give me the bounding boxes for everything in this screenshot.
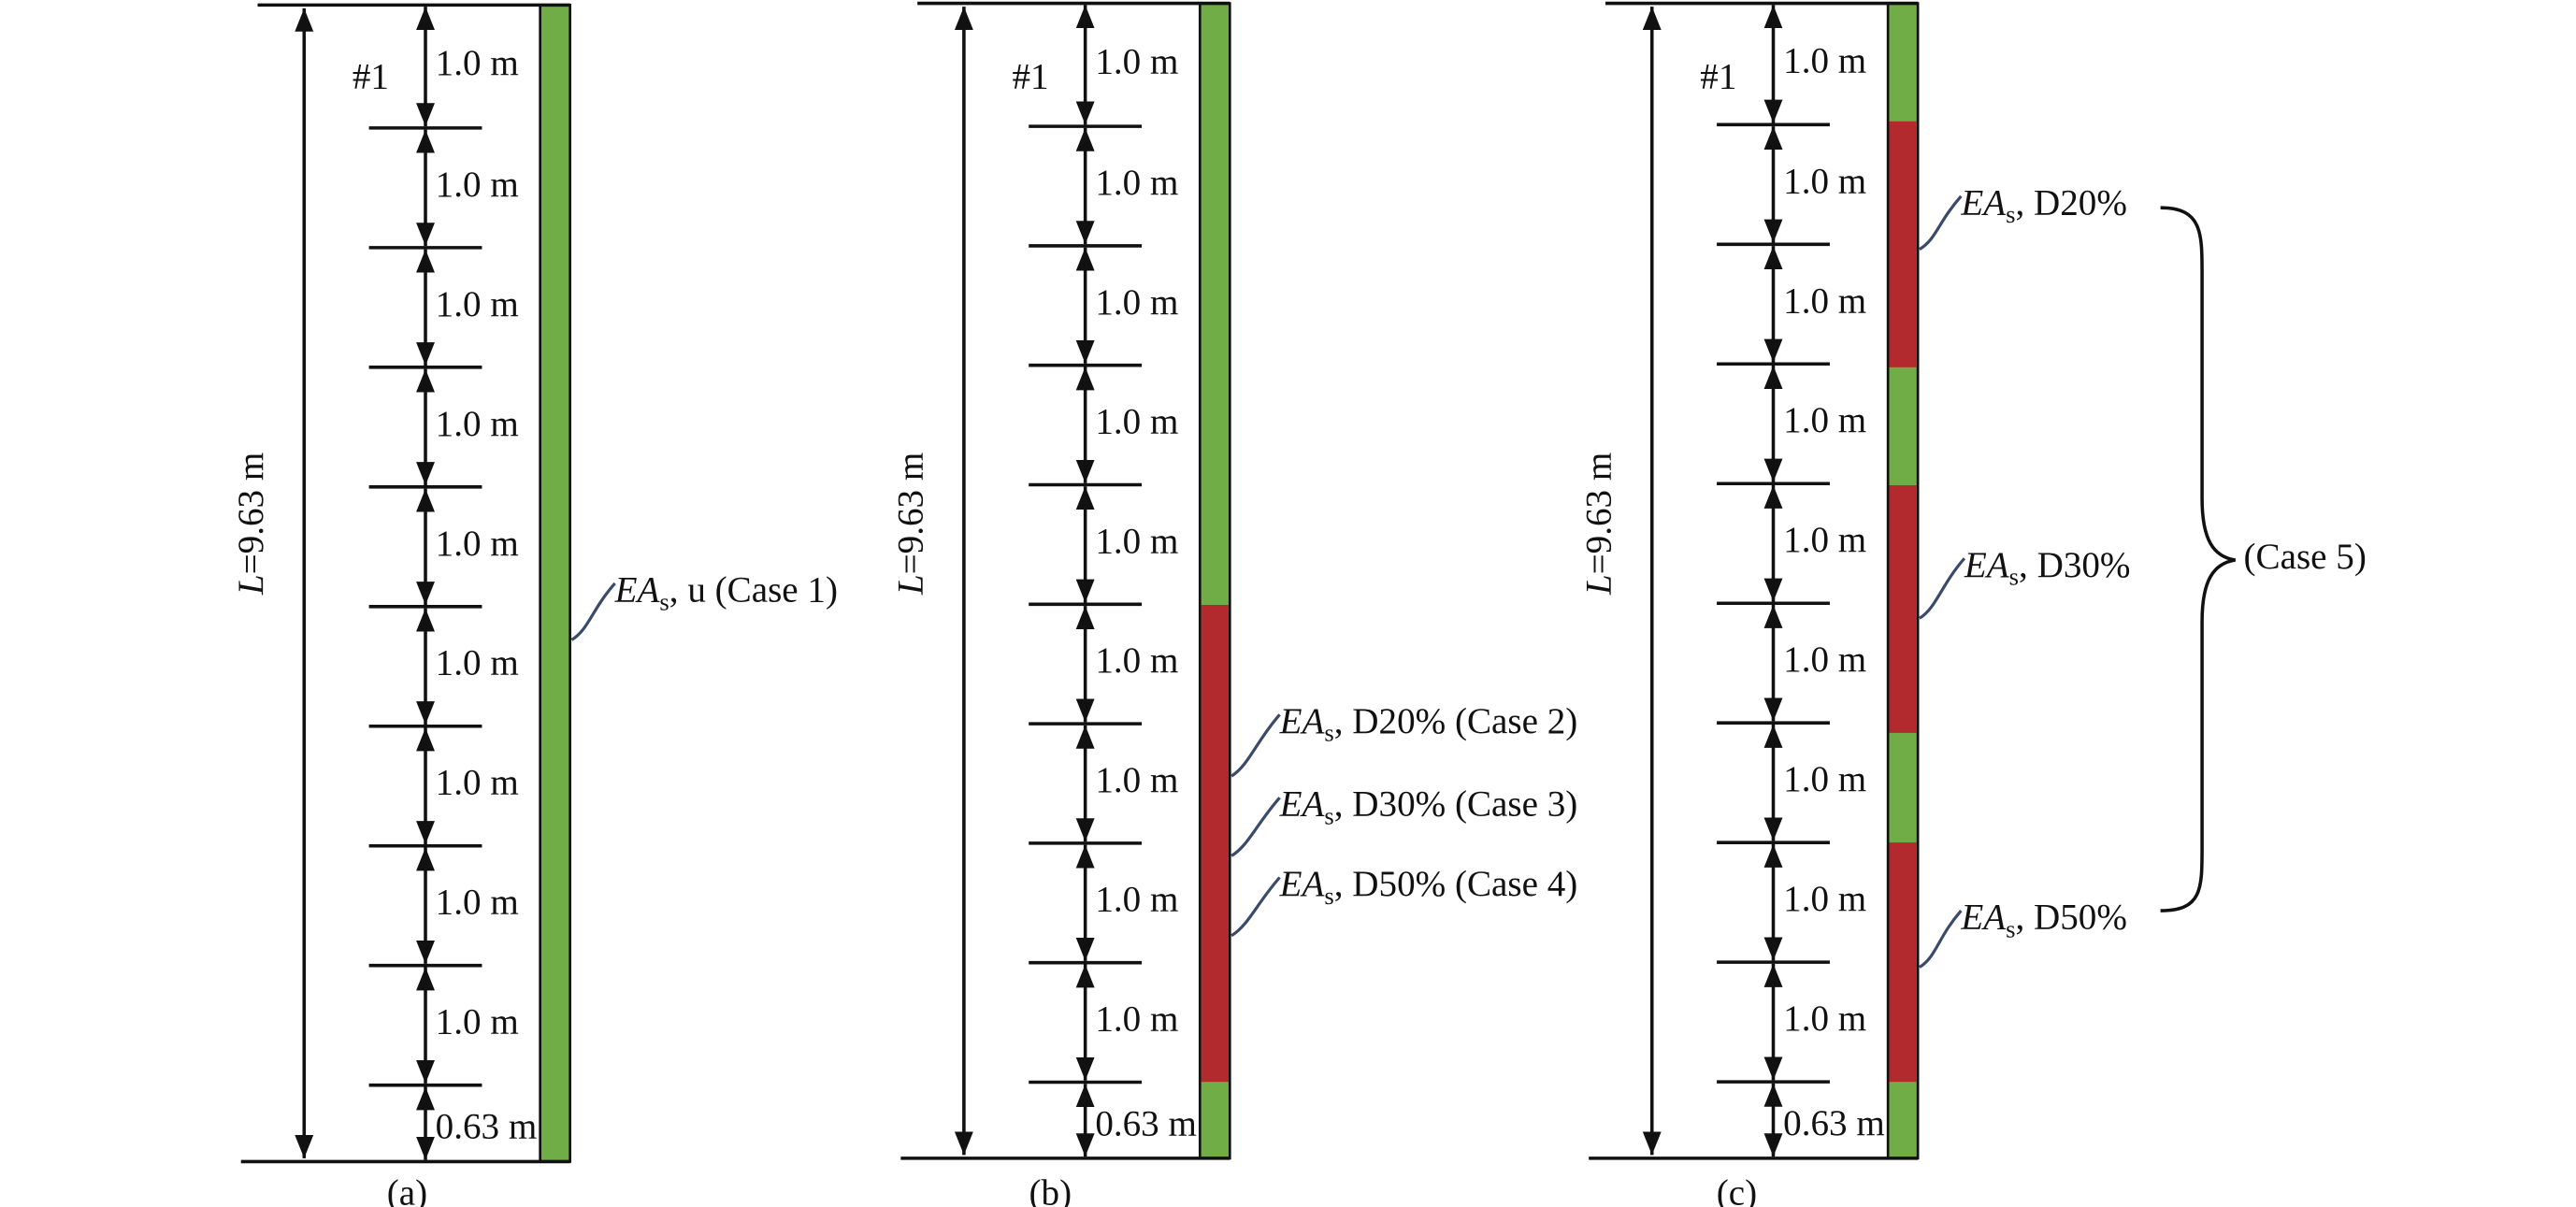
caption: (c) [1717,1173,1757,1207]
segment-label: 1.0 m [1783,161,1866,201]
length-text: =9.63 m [1578,453,1619,575]
leader [1230,876,1281,938]
annotation-text: , D20% [2015,182,2126,223]
leader [1919,910,1963,969]
segment-label: 1.0 m [436,43,519,83]
brace [2160,206,2236,912]
damaged-zone [1889,485,1917,733]
annotation-symbol: EA [1279,784,1326,825]
annotation: EAs, D30% (Case 3) [1279,784,1578,830]
length-label: L=9.63 m [890,453,930,596]
annotation-text: , D20% (Case 2) [1334,701,1578,741]
segment-label: 1.0 m [1095,163,1178,203]
annotation: EAs, D50% [1960,898,2127,943]
annotation-text: , u (Case 1) [669,569,838,610]
annotation-symbol: EA [1960,898,2007,938]
segment-label: 1.0 m [436,1002,519,1042]
annotation-text: , D50% (Case 4) [1334,864,1578,904]
leader [1919,194,1963,251]
annotation-subscript: s [2009,563,2019,591]
annotation-symbol: EA [1964,545,2010,585]
segment-label: 1.0 m [1095,282,1178,323]
segment-label: 1.0 m [1095,999,1178,1040]
length-label: L=9.63 m [1578,453,1619,596]
damaged-zone [1889,842,1917,1083]
annotation-symbol: EA [614,569,661,610]
damaged-zone [1889,121,1917,367]
annotation-symbol: EA [1960,182,2007,223]
leader [1230,713,1281,778]
annotation-subscript: s [1324,802,1333,830]
segment-label: 1.0 m [1783,40,1866,80]
segment-label: 1.0 m [1095,760,1178,800]
segment-label: 1.0 m [1095,41,1178,81]
annotation-text: , D50% [2015,898,2126,938]
annotation-symbol: EA [1279,701,1326,741]
segment-label: 1.0 m [436,524,519,564]
segment-label: 1.0 m [436,284,519,324]
segment-label: 0.63 m [1783,1103,1885,1143]
annotation-subscript: s [659,587,669,615]
segment-label: 1.0 m [1783,400,1866,440]
segment-label: 1.0 m [1095,402,1178,442]
segment-label: 0.63 m [1095,1103,1197,1143]
length-symbol: L [231,574,271,596]
annotation-subscript: s [1324,882,1333,910]
annotation-subscript: s [2006,914,2015,942]
length-label: L=9.63 m [231,453,271,596]
segment-label: 1.0 m [1783,639,1866,680]
damaged-zone [1201,605,1229,1083]
caption: (a) [387,1173,427,1207]
segment-number: #1 [1012,56,1048,96]
segment-label: 1.0 m [1783,879,1866,919]
annotation: EAs, u (Case 1) [614,569,838,615]
annotation-text: , D30% [2019,545,2130,585]
segment-label: 1.0 m [1095,640,1178,681]
annotation-subscript: s [1324,719,1333,747]
beam [539,4,571,1163]
segment-label: 1.0 m [1783,280,1866,321]
annotation-text: , D30% (Case 3) [1334,784,1578,825]
segment-number: #1 [353,56,389,96]
length-symbol: L [890,574,930,596]
segment-label: 1.0 m [436,404,519,444]
segment-label: 1.0 m [436,643,519,683]
leader [1230,797,1281,857]
annotation-subscript: s [2006,200,2015,228]
length-text: =9.63 m [231,453,271,575]
leader [1919,557,1966,620]
annotation: EAs, D20% (Case 2) [1279,701,1578,747]
annotation-symbol: EA [1279,864,1326,904]
length-symbol: L [1578,574,1619,596]
segment-label: 1.0 m [1783,520,1866,560]
segment-label: 0.63 m [436,1107,538,1147]
segment-label: 1.0 m [436,763,519,803]
leader [570,582,616,641]
annotation: EAs, D30% [1964,545,2131,591]
caption: (b) [1029,1173,1072,1207]
segment-number: #1 [1700,56,1736,96]
length-text: =9.63 m [890,453,930,575]
annotation: EAs, D20% [1960,182,2127,228]
segment-label: 1.0 m [1783,999,1866,1039]
segment-label: 1.0 m [1783,759,1866,799]
segment-label: 1.0 m [1095,521,1178,561]
annotation: EAs, D50% (Case 4) [1279,864,1578,910]
segment-label: 1.0 m [436,883,519,923]
group-label: (Case 5) [2244,537,2367,577]
segment-label: 1.0 m [436,165,519,205]
segment-label: 1.0 m [1095,880,1178,920]
